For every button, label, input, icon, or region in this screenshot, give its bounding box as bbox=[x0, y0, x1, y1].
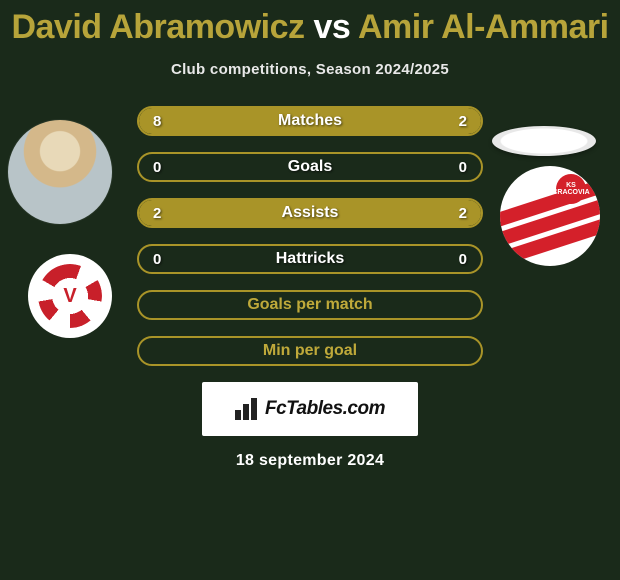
watermark-text: FcTables.com bbox=[265, 398, 385, 420]
stat-label: Assists bbox=[139, 204, 481, 222]
player2-name: Amir Al-Ammari bbox=[358, 8, 609, 46]
stat-row: 8Matches2 bbox=[137, 106, 483, 136]
subtitle: Club competitions, Season 2024/2025 bbox=[0, 61, 620, 78]
player1-name: David Abramowicz bbox=[11, 8, 304, 46]
stat-right-value: 2 bbox=[459, 205, 467, 222]
comparison-title: David Abramowicz vs Amir Al-Ammari bbox=[0, 0, 620, 47]
stat-label: Goals bbox=[139, 158, 481, 176]
date-label: 18 september 2024 bbox=[0, 452, 620, 470]
club2-badge-text: KS CRACOVIA bbox=[556, 174, 586, 204]
player2-club-logo: KS CRACOVIA bbox=[500, 166, 600, 266]
stat-label: Min per goal bbox=[139, 342, 481, 360]
comparison-stage: KS CRACOVIA 8Matches20Goals02Assists20Ha… bbox=[0, 106, 620, 366]
club2-stripes bbox=[500, 166, 600, 266]
player1-club-logo bbox=[28, 254, 112, 338]
player2-avatar bbox=[492, 126, 596, 156]
stat-row: 2Assists2 bbox=[137, 198, 483, 228]
stat-right-value: 2 bbox=[459, 113, 467, 130]
stat-row: Goals per match bbox=[137, 290, 483, 320]
stat-label: Matches bbox=[139, 112, 481, 130]
stat-right-value: 0 bbox=[459, 251, 467, 268]
stat-row: 0Goals0 bbox=[137, 152, 483, 182]
stat-label: Goals per match bbox=[139, 296, 481, 314]
stat-row: 0Hattricks0 bbox=[137, 244, 483, 274]
player1-avatar bbox=[8, 120, 112, 224]
stat-bars: 8Matches20Goals02Assists20Hattricks0Goal… bbox=[137, 106, 483, 366]
watermark-icon bbox=[235, 398, 261, 420]
stat-right-value: 0 bbox=[459, 159, 467, 176]
watermark: FcTables.com bbox=[202, 382, 418, 436]
stat-label: Hattricks bbox=[139, 250, 481, 268]
vs-separator: vs bbox=[313, 8, 350, 46]
stat-row: Min per goal bbox=[137, 336, 483, 366]
